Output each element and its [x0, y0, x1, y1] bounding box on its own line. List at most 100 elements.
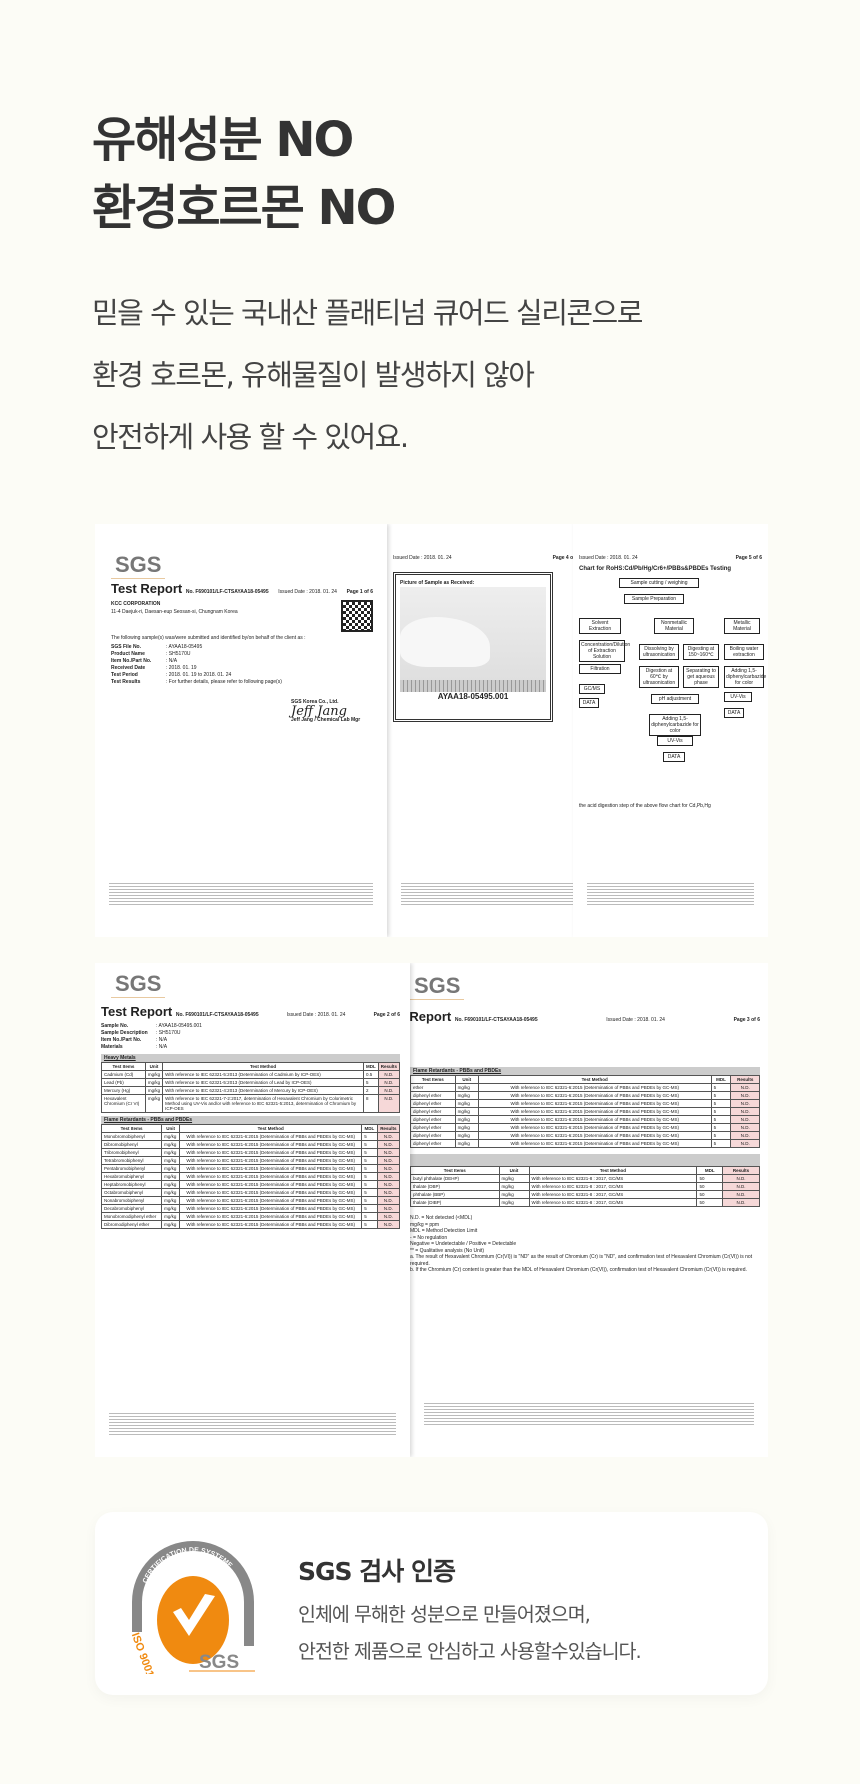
section-flame-retardants: Flame Retardants - PBBs and PBDEs: [101, 1116, 400, 1124]
table-cell: N.D.: [730, 1083, 760, 1092]
field-value: : SH5170U: [156, 1030, 181, 1036]
table-cell: With reference to IEC 62321-4:2013 (Dete…: [162, 1086, 364, 1095]
table-cell: mg/kg: [144, 1078, 164, 1087]
table-cell: With reference to IEC 62321-5:2013 (Dete…: [162, 1078, 364, 1087]
sgs-logo: SGS: [111, 971, 166, 998]
table-cell: N.D.: [730, 1115, 760, 1124]
table-row: Tetrabromobiphenyl mg/kg With reference to…: [100, 1156, 401, 1165]
table-row: diphenyl ether mg/kg With reference to IEC…: [410, 1091, 760, 1100]
table-cell: With reference to IEC 62321-6:2015 (Dete…: [477, 1083, 712, 1092]
table-cell: phthalate (BBP): [410, 1190, 500, 1199]
column-header: Results: [722, 1166, 760, 1175]
flowchart-box: DATA: [663, 752, 685, 762]
note-line: - = No regulation: [410, 1234, 448, 1241]
table-cell: N.D.: [376, 1172, 401, 1181]
column-header: Results: [730, 1075, 760, 1084]
table-cell: N.D.: [722, 1198, 760, 1207]
headline-line-2: 환경호르몬 NO: [92, 180, 396, 236]
table-row: thalate (DIBP) mg/kg With reference to IEC…: [410, 1198, 760, 1207]
table-row: diphenyl ether mg/kg With reference to IEC…: [410, 1131, 760, 1140]
note-line: N.D. = Not detected (<MDL): [410, 1215, 473, 1221]
check-icon: [173, 1594, 215, 1636]
flowchart-box: GC/MS: [579, 684, 605, 694]
report-number: No. F690101/LF-CTSAYAA18-05495: [454, 1017, 538, 1023]
note-line: mg/kg = ppm: [410, 1221, 440, 1228]
flowchart-box: Boiling water extraction: [724, 644, 764, 660]
table-cell: mg/kg: [161, 1164, 181, 1173]
field-label: Materials: [101, 1044, 123, 1050]
field-row: Product Name: SH5170U: [111, 651, 373, 658]
table-row: phthalate (BBP) mg/kg With reference to IE…: [410, 1190, 760, 1199]
table-cell: diphenyl ether: [410, 1115, 456, 1124]
table-cell: mg/kg: [161, 1140, 181, 1149]
table-cell: N.D.: [376, 1156, 401, 1165]
field-value: : AYAA18-05495: [166, 644, 203, 650]
column-header: Unit: [144, 1062, 164, 1071]
table-cell: mg/kg: [454, 1131, 479, 1140]
table-cell: With reference to IEC 62321-8 : 2017, GC…: [528, 1190, 698, 1199]
table-cell: N.D.: [377, 1078, 401, 1087]
company-address: 11-4 Daejuk-ri, Daesan-eup Seosan-si, Ch…: [111, 609, 238, 615]
table-cell: With reference to IEC 62321-6:2015 (Dete…: [179, 1132, 363, 1141]
flowchart-box: Dissolving by ultrasonication: [639, 644, 679, 660]
table-cell: mg/kg: [454, 1115, 479, 1124]
table-cell: 5: [361, 1188, 378, 1197]
column-header: MDL: [696, 1166, 724, 1175]
table-row: Tribromobiphenyl mg/kg With reference to I…: [100, 1148, 401, 1157]
table-cell: mg/kg: [161, 1188, 181, 1197]
table-cell: With reference to IEC 62321-6:2015 (Dete…: [477, 1091, 712, 1100]
table-cell: With reference to IEC 62321-6:2015 (Dete…: [477, 1123, 712, 1132]
description-line-3: 안전하게 사용 할 수 있어요.: [92, 420, 409, 454]
table-cell: 5: [710, 1091, 732, 1100]
report-number: No. F690101/LF-CTSAYAA18-05495: [185, 589, 269, 595]
headline-line-1: 유해성분 NO: [92, 112, 354, 168]
table-cell: N.D.: [730, 1123, 760, 1132]
flowchart-box: Solvent Extraction: [579, 618, 621, 634]
table-cell: Pentabromobiphenyl: [100, 1164, 163, 1173]
flowchart-box: Concentration/Dilution of Extraction Sol…: [579, 640, 631, 662]
flowchart-box: UV-Vis: [657, 736, 693, 746]
report-page-5: Issued Date : 2018. 01. 24 Page 5 of 6 Ch…: [573, 524, 768, 937]
table-cell: With reference to IEC 62321-6:2015 (Dete…: [179, 1172, 363, 1181]
table-row: Octabromobiphenyl mg/kg With reference to …: [100, 1188, 401, 1197]
table-cell: mg/kg: [144, 1086, 164, 1095]
table-header: Test Items Unit Test Method MDL Results: [410, 1166, 760, 1175]
flowchart-box: DATA: [579, 698, 599, 708]
heavy-metals-table: Test Items Unit Test Method MDL Results Cadmi…: [101, 1062, 401, 1113]
certification-title: SGS 검사 인증: [298, 1557, 456, 1586]
certification-line-2: 안전한 제품으로 안심하고 사용할수있습니다.: [298, 1640, 642, 1663]
table-cell: thalate (DBP): [410, 1182, 500, 1191]
flowchart-box: Digesting at 150~160℃: [683, 644, 719, 660]
table-cell: N.D.: [376, 1204, 401, 1213]
field-label: Test Results: [111, 679, 141, 685]
table-cell: With reference to IEC 62321-6:2015 (Dete…: [179, 1196, 363, 1205]
issued-date: Issued Date : 2018. 01. 24: [579, 555, 638, 561]
table-cell: With reference to IEC 62321-6:2015 (Dete…: [477, 1115, 712, 1124]
table-row: Lead (Pb) mg/kg With reference to IEC 6232…: [101, 1078, 401, 1087]
table-cell: diphenyl ether: [410, 1123, 456, 1132]
table-row: Dibromobiphenyl mg/kg With reference to IE…: [100, 1140, 401, 1149]
flowchart-box: Nonmetallic Material: [654, 618, 694, 634]
table-row: Decabromobiphenyl mg/kg With reference to …: [100, 1204, 401, 1213]
table-cell: With reference to IEC 62321-8 : 2017, GC…: [528, 1198, 698, 1207]
column-header: Unit: [161, 1124, 181, 1133]
table-cell: mg/kg: [454, 1083, 479, 1092]
table-cell: With reference to IEC 62321-5:2013 (Dete…: [162, 1070, 364, 1079]
field-row: Received Date: 2018. 01. 19: [111, 665, 373, 672]
table-cell: 0.5: [362, 1070, 379, 1079]
table-row: thalate (DBP) mg/kg With reference to IEC …: [410, 1182, 760, 1191]
column-header: Test Method: [162, 1062, 364, 1071]
table-row: diphenyl ether mg/kg With reference to IEC…: [410, 1115, 760, 1124]
flowchart-note: the acid digestion step of the above flo…: [579, 803, 711, 809]
field-value: : 2018. 01. 19 to 2018. 01. 24: [166, 672, 232, 678]
table-cell: mg/kg: [454, 1123, 479, 1132]
column-header: Unit: [498, 1166, 530, 1175]
column-header: MDL: [362, 1062, 379, 1071]
table-cell: 5: [710, 1115, 732, 1124]
table-cell: Decabromobiphenyl: [100, 1204, 163, 1213]
issued-date: Issued Date : 2018. 01. 24: [278, 589, 337, 595]
table-cell: With reference to IEC 62321-6:2015 (Dete…: [179, 1188, 363, 1197]
table-cell: 5: [362, 1078, 379, 1087]
table-row: Hexabromobiphenyl mg/kg With reference to …: [100, 1172, 401, 1181]
signer-name: Jeff Jang / Chemical Lab Mgr: [291, 717, 361, 723]
